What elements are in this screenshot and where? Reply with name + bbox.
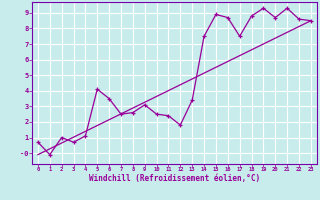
X-axis label: Windchill (Refroidissement éolien,°C): Windchill (Refroidissement éolien,°C) xyxy=(89,174,260,183)
